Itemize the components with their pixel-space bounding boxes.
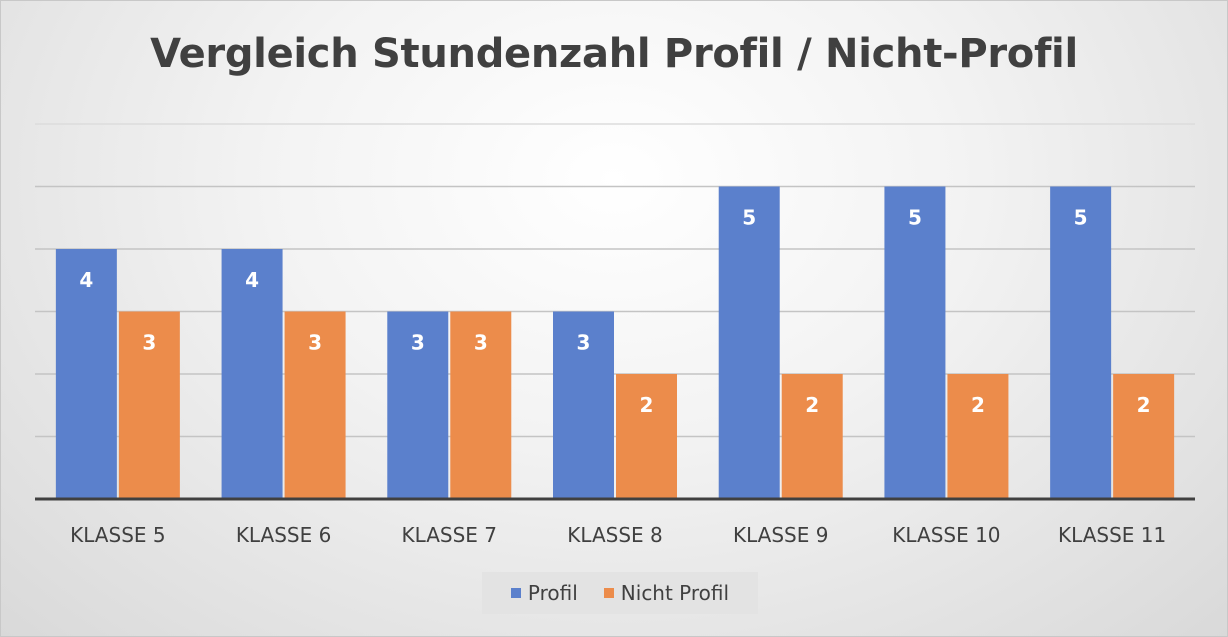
data-label: 5 [742,206,756,230]
bar-profil [553,311,614,499]
legend-swatch-nicht-profil [603,588,614,598]
bar-profil [55,249,117,499]
bar-profil [1050,186,1112,499]
chart-title: Vergleich Stundenzahl Profil / Nicht-Pro… [150,31,1078,77]
bar-nicht-profil [947,374,1009,499]
bar-profil [884,186,946,499]
legend-label-nicht-profil: Nicht Profil [620,581,730,605]
bar-nicht-profil [781,374,843,499]
x-axis: KLASSE 5 KLASSE 6 KLASSE 7 KLASSE 8 KLASSE 9… [35,497,1195,547]
x-tick-label: KLASSE 6 [236,523,332,547]
bar-profil [387,311,449,499]
data-label: 3 [474,331,488,355]
bars [55,186,1175,499]
gridlines [35,123,1195,438]
data-label: 3 [308,331,322,355]
legend-item-nicht-profil: Nicht Profil [603,581,730,605]
legend-swatch-profil [510,588,521,598]
data-label: 4 [245,268,259,292]
bar-profil [221,249,283,499]
legend-item-profil: Profil [510,581,578,605]
x-tick-label: KLASSE 5 [70,523,166,547]
legend-label-profil: Profil [527,581,578,605]
data-label: 2 [805,393,819,417]
data-label: 4 [79,268,93,292]
data-label: 2 [971,393,985,417]
legend: Profil Nicht Profil [482,572,758,614]
x-tick-label: KLASSE 10 [892,523,1000,547]
x-tick-label: KLASSE 8 [567,523,663,547]
bar-nicht-profil [450,311,512,499]
bar-nicht-profil [616,374,677,499]
data-label: 3 [142,331,156,355]
x-tick-label: KLASSE 11 [1058,523,1166,547]
x-tick-label: KLASSE 7 [402,523,498,547]
data-label: 3 [577,331,591,355]
data-label: 5 [908,206,922,230]
data-labels: 4 3 4 3 3 3 3 2 5 2 5 2 5 2 [79,206,1150,418]
bar-nicht-profil [1113,374,1175,499]
data-label: 3 [411,331,425,355]
data-label: 2 [1137,393,1151,417]
data-label: 5 [1074,206,1088,230]
bar-nicht-profil [118,311,180,499]
x-tick-label: KLASSE 9 [733,523,829,547]
data-label: 2 [640,393,654,417]
bar-profil [718,186,780,499]
bar-nicht-profil [284,311,346,499]
